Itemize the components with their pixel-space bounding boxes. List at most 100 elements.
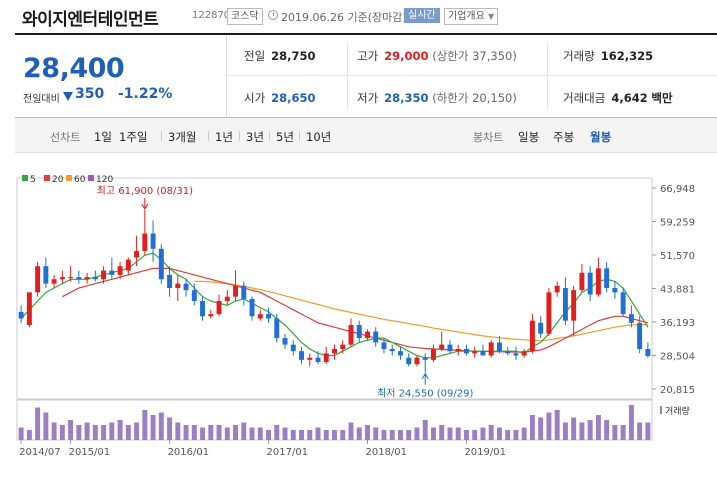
candle-body <box>26 292 32 326</box>
candle-monthly[interactable]: 월봉 <box>590 130 612 144</box>
legend-swatch <box>88 175 94 181</box>
candle-body <box>439 344 445 349</box>
volume-bar <box>389 430 395 440</box>
legend-label: 120 <box>96 175 113 185</box>
period-3y[interactable]: 3년 <box>246 130 264 144</box>
volume-bar <box>373 427 379 440</box>
volume-value: 162,325 <box>600 49 654 63</box>
volume-bar <box>529 415 535 440</box>
candle-body <box>398 351 403 356</box>
candle-body <box>513 353 519 356</box>
legend-label: 5 <box>30 175 36 185</box>
volume-bar <box>216 425 222 440</box>
realtime-button[interactable]: 실시간 <box>404 8 440 23</box>
high-label: 고가 <box>357 49 379 63</box>
volume-stat: 거래량 162,325 <box>563 48 653 64</box>
volume-bar <box>158 412 164 440</box>
volume-bar <box>183 425 189 440</box>
price-diff: 350 <box>75 86 105 102</box>
period-5y[interactable]: 5년 <box>276 130 294 144</box>
x-tick-label: 2018/01 <box>365 447 407 458</box>
candle-body <box>59 277 65 280</box>
candle-body <box>365 331 370 339</box>
candle-body <box>463 348 469 354</box>
period-1d[interactable]: 1일 <box>94 130 112 144</box>
volume-bar <box>68 420 74 440</box>
candle-body <box>150 233 156 249</box>
candle-body <box>579 272 585 291</box>
candle-body <box>480 351 486 356</box>
volume-bar <box>323 430 329 440</box>
candle-body <box>125 259 131 271</box>
high-arrow-head-icon <box>141 203 149 210</box>
candle-body <box>373 331 379 343</box>
volume-bar <box>18 427 24 440</box>
y-tick-label: 59,259 <box>660 218 695 229</box>
ma5-line <box>20 252 649 359</box>
volume-bar <box>628 405 634 440</box>
candle-body <box>430 348 436 360</box>
candle-body <box>348 325 354 345</box>
volume-bar <box>365 425 370 440</box>
open-label: 시가 <box>244 91 266 105</box>
volume-bar <box>645 422 651 440</box>
header-divider <box>15 33 717 35</box>
candle-body <box>381 342 387 349</box>
stock-code: 122870 <box>192 10 231 21</box>
period-divider <box>239 131 240 141</box>
volume-bar <box>299 430 304 440</box>
volume-bar <box>200 427 206 440</box>
candle-body <box>241 285 247 299</box>
candle-daily[interactable]: 일봉 <box>518 130 540 144</box>
candle-body <box>224 296 230 302</box>
volume-bar <box>480 427 486 440</box>
candle-body <box>299 351 304 360</box>
period-1y[interactable]: 1년 <box>215 130 233 144</box>
volume-bar <box>604 420 610 440</box>
volume-bar <box>109 422 115 440</box>
amount-unit: 백만 <box>651 91 673 105</box>
amount-label: 거래대금 <box>563 91 606 105</box>
x-tick-label: 2015/01 <box>69 447 111 458</box>
y-tick-label: 20,815 <box>660 385 695 396</box>
volume-bar <box>43 412 49 440</box>
candle-chart-label: 봉차트 <box>473 131 504 144</box>
price-box: 28,400 전일대비 350 -1.22% <box>15 35 227 117</box>
market-badge: 코스닥 <box>227 8 263 25</box>
candle-body <box>620 292 626 315</box>
candle-body <box>117 266 123 275</box>
y-tick-label: 36,193 <box>660 318 695 329</box>
candle-body <box>389 348 395 352</box>
candle-body <box>521 351 527 356</box>
candle-body <box>447 344 453 352</box>
volume-bar <box>282 427 288 440</box>
period-3m[interactable]: 3개월 <box>168 130 197 144</box>
candle-body <box>546 292 552 334</box>
candle-body <box>562 287 568 321</box>
candle-body <box>612 287 618 293</box>
down-triangle-icon <box>63 92 73 101</box>
candle-body <box>200 301 206 317</box>
volume-bar <box>167 417 173 440</box>
volume-bar <box>414 427 420 440</box>
volume-bar <box>175 422 181 440</box>
period-1w[interactable]: 1주일 <box>119 130 148 144</box>
high-stat: 고가 29,000 (상한가 37,350) <box>357 48 517 64</box>
lower-limit: (하한가 20,150) <box>432 91 517 105</box>
volume-bar <box>521 427 527 440</box>
diff-label: 전일대비 <box>23 94 60 105</box>
volume-bar <box>84 422 90 440</box>
chevron-down-icon: ▼ <box>488 12 495 21</box>
period-10y[interactable]: 10년 <box>306 130 332 144</box>
volume-bar <box>332 430 337 440</box>
candle-body <box>92 277 98 280</box>
candle-weekly[interactable]: 주봉 <box>553 130 575 144</box>
volume-bar <box>26 430 32 440</box>
y-tick-label: 66,948 <box>660 184 695 195</box>
y-tick-label: 28,504 <box>660 351 695 362</box>
candle-body <box>472 351 478 354</box>
company-info-dropdown[interactable]: 기업개요 ▼ <box>444 8 499 25</box>
candle-body <box>455 348 461 352</box>
volume-bar <box>208 425 214 440</box>
candle-body <box>340 344 346 349</box>
